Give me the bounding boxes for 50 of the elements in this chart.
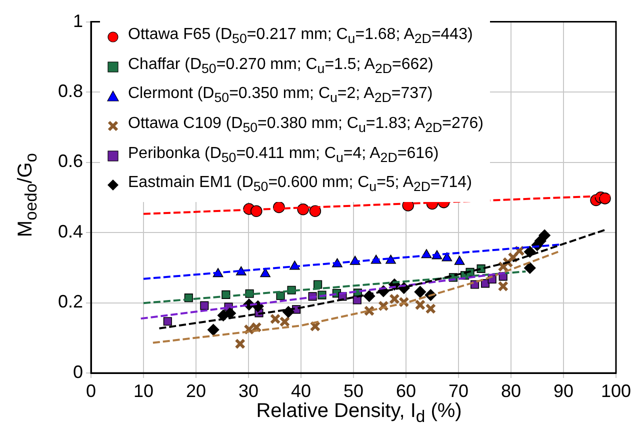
point — [163, 317, 172, 326]
x-tick-label: 70 — [448, 380, 469, 401]
point — [414, 299, 426, 310]
legend-label: Clermont (D$_{50}$=0.350 mm; C$_{u}$=2; A$_{2D}$=737) — [128, 84, 433, 108]
legend-label: Peribonka (D$_{50}$=0.411 mm; C$_{u}$=4; A$_{2D}$=616) — [128, 144, 439, 167]
point — [454, 256, 465, 265]
point — [200, 301, 209, 310]
y-tick-label: 0.2 — [58, 292, 83, 312]
point — [524, 262, 536, 274]
y-tick-label: 0.4 — [58, 221, 83, 242]
point — [389, 294, 400, 304]
point — [498, 280, 508, 292]
point — [310, 320, 321, 332]
legend-label: Ottawa C109 (D$_{50}$=0.380 mm; C$_{u}$=1.83; A$_{2D}$=276) — [128, 114, 484, 138]
x-tick-label: 60 — [396, 380, 416, 401]
legend-label: Ottawa F65 (D$_{50}$=0.217 mm; C$_{u}$=1.68; A$_{2D}$=443) — [128, 25, 473, 48]
point — [207, 324, 220, 336]
y-tick-label: 0 — [72, 362, 83, 382]
point — [414, 286, 426, 298]
point — [270, 314, 281, 324]
point — [234, 338, 246, 350]
point — [250, 322, 262, 333]
y-tick-label: 1 — [72, 10, 83, 31]
x-tick-label: 20 — [186, 380, 206, 401]
x-tick-label: 50 — [343, 380, 364, 401]
point — [524, 246, 536, 258]
point — [538, 229, 550, 242]
point — [276, 291, 285, 300]
point — [386, 254, 396, 264]
point — [425, 303, 436, 314]
point — [309, 205, 322, 217]
x-tick-label: 30 — [238, 380, 259, 401]
point — [279, 316, 290, 328]
y-tick-label: 0.6 — [58, 151, 83, 172]
y-tick-label: 0.8 — [58, 81, 83, 102]
point — [282, 306, 294, 318]
x-tick-label: 10 — [133, 380, 154, 401]
legend-label: Eastmain EM1 (D$_{50}$=0.600 mm; C$_{u}$=5; A$_{2D}$=714) — [128, 173, 472, 197]
x-axis-title: Relative Density, I$_{d}$ (%) — [255, 400, 463, 427]
point — [314, 280, 322, 289]
point — [442, 252, 452, 262]
point — [236, 266, 246, 276]
x-tick-label: 40 — [290, 380, 312, 401]
point — [260, 268, 270, 278]
legend-label: Chaffar (D$_{50}$=0.270 mm; C$_{u}$=1.5; A$_{2D}$=662) — [128, 54, 434, 78]
x-tick-label: 100 — [600, 380, 632, 401]
x-tick-label: 90 — [553, 380, 574, 401]
x-tick-label: 0 — [86, 380, 96, 401]
x-tick-label: 80 — [500, 380, 522, 401]
point — [224, 307, 236, 320]
